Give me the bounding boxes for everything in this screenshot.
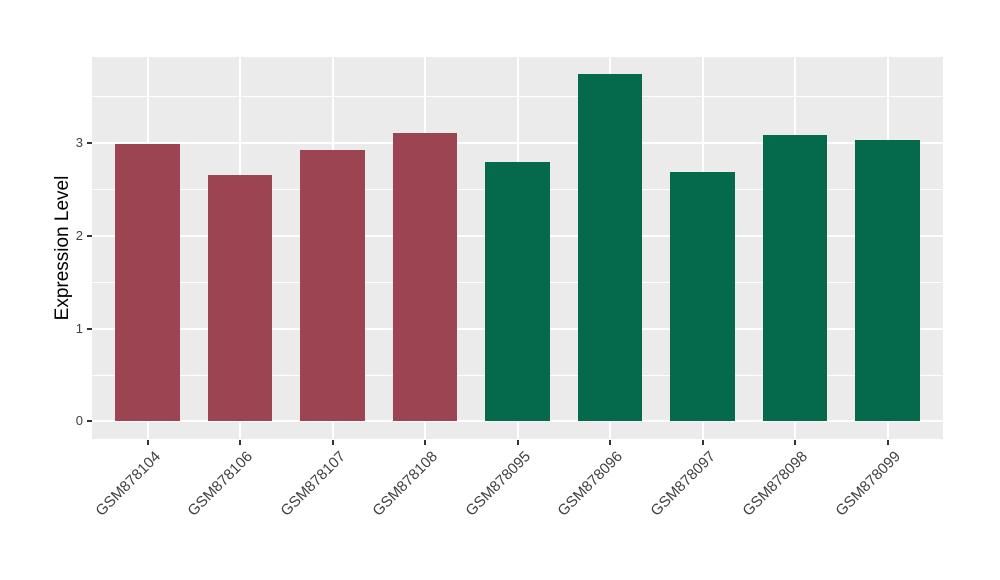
y-tick-label: 2	[75, 227, 83, 243]
bar	[855, 139, 920, 422]
x-tick-label: GSM878107	[276, 448, 349, 520]
bar	[577, 73, 643, 422]
bar	[762, 134, 828, 422]
y-tick-label: 3	[75, 135, 83, 151]
x-tick-mark	[146, 440, 149, 445]
y-tick-mark	[87, 142, 92, 145]
y-tick-mark	[87, 327, 92, 330]
x-tick-mark	[886, 440, 889, 445]
x-tick-mark	[331, 440, 334, 445]
bar	[115, 144, 180, 422]
bar	[207, 174, 273, 422]
x-tick-label: GSM878108	[369, 448, 442, 520]
x-tick-label: GSM878095	[461, 448, 534, 520]
x-tick-mark	[239, 440, 241, 445]
bar	[670, 171, 735, 422]
y-tick-label: 1	[75, 320, 83, 336]
x-tick-label: GSM878096	[554, 448, 627, 520]
x-tick-mark	[516, 440, 519, 445]
x-tick-mark	[424, 440, 426, 445]
y-axis-title: Expression Level	[52, 175, 73, 321]
y-tick-mark	[87, 234, 92, 237]
x-tick-mark	[794, 440, 796, 445]
plot-panel	[92, 57, 943, 439]
x-tick-label: GSM878106	[184, 448, 257, 520]
bar	[300, 149, 365, 422]
x-tick-label: GSM878098	[739, 448, 812, 520]
x-tick-mark	[609, 440, 611, 445]
bar	[485, 161, 550, 422]
x-tick-label: GSM878099	[831, 448, 904, 520]
x-tick-label: GSM878097	[646, 448, 719, 520]
bar	[392, 133, 458, 422]
x-tick-mark	[701, 440, 704, 445]
x-tick-label: GSM878104	[91, 448, 164, 520]
y-tick-mark	[87, 420, 92, 423]
y-tick-label: 0	[75, 413, 83, 429]
